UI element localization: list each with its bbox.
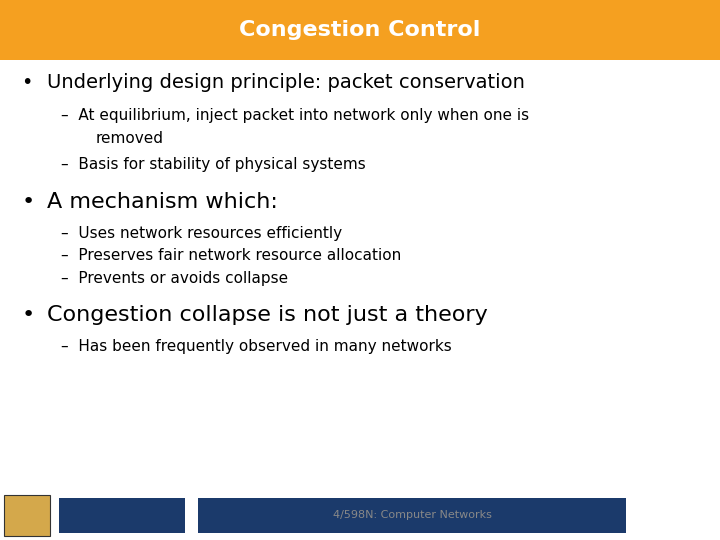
Text: –  Prevents or avoids collapse: – Prevents or avoids collapse (61, 271, 288, 286)
FancyBboxPatch shape (4, 495, 50, 536)
Text: •: • (22, 192, 35, 212)
Text: –  Preserves fair network resource allocation: – Preserves fair network resource alloca… (61, 248, 402, 264)
FancyBboxPatch shape (0, 0, 720, 60)
Text: –  At equilibrium, inject packet into network only when one is: – At equilibrium, inject packet into net… (61, 108, 529, 123)
Text: A mechanism which:: A mechanism which: (47, 192, 278, 212)
Text: Congestion Control: Congestion Control (239, 20, 481, 40)
FancyBboxPatch shape (59, 498, 185, 533)
FancyBboxPatch shape (198, 498, 626, 533)
Text: Underlying design principle: packet conservation: Underlying design principle: packet cons… (47, 73, 525, 92)
Text: Congestion collapse is not just a theory: Congestion collapse is not just a theory (47, 305, 487, 325)
Text: •: • (22, 305, 35, 325)
Text: removed: removed (96, 131, 163, 146)
Text: –  Basis for stability of physical systems: – Basis for stability of physical system… (61, 157, 366, 172)
FancyBboxPatch shape (0, 490, 720, 540)
Text: –  Uses network resources efficiently: – Uses network resources efficiently (61, 226, 342, 241)
Text: –  Has been frequently observed in many networks: – Has been frequently observed in many n… (61, 339, 452, 354)
Text: •: • (22, 73, 33, 92)
Text: 4/598N: Computer Networks: 4/598N: Computer Networks (333, 510, 492, 520)
